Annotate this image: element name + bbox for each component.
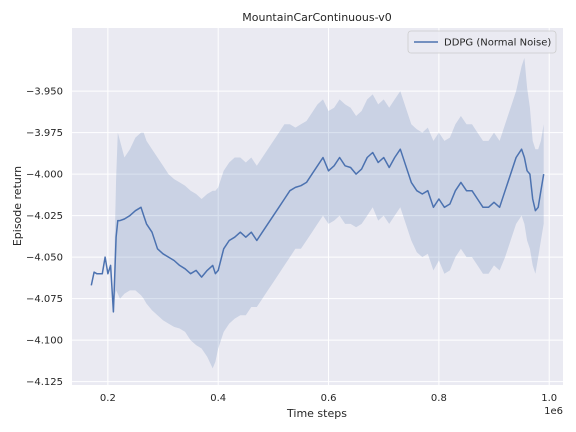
y-gridlines [72, 90, 563, 383]
y-axis-label: Episode return [11, 166, 24, 246]
x-tick-label: 0.4 [210, 393, 226, 404]
x-tick-label: 1.0 [541, 393, 557, 404]
x-tick-labels: 0.2 0.4 0.6 0.8 1.0 [100, 393, 557, 404]
x-gridlines [107, 28, 550, 385]
series-line [90, 148, 545, 313]
y-tick-label: −4.000 [26, 170, 63, 181]
y-tick-label: −3.950 [26, 87, 63, 98]
y-tick-label: −4.025 [26, 211, 63, 222]
x-axis-offset-label: 1e6 [544, 406, 563, 417]
y-tick-labels: −3.950 −3.975 −4.000 −4.025 −4.050 −4.075 −4.1… [26, 87, 63, 389]
series-layer [90, 57, 545, 369]
chart-title: MountainCarContinuous-v0 [242, 11, 392, 24]
legend: DDPG (Normal Noise) [407, 30, 557, 54]
plot-area [72, 28, 563, 385]
y-tick-label: −4.125 [26, 377, 63, 388]
x-tick-label: 0.2 [100, 393, 116, 404]
y-tick-label: −4.075 [26, 294, 63, 305]
x-tick-label: 0.8 [431, 393, 447, 404]
confidence-band [91, 57, 544, 369]
legend-box [407, 30, 557, 54]
x-tick-label: 0.6 [321, 393, 337, 404]
y-tick-label: −4.050 [26, 253, 63, 264]
legend-label: DDPG (Normal Noise) [444, 38, 551, 49]
x-axis-label: Time steps [286, 407, 347, 420]
y-tick-label: −3.975 [26, 128, 63, 139]
y-tick-label: −4.100 [26, 336, 63, 347]
